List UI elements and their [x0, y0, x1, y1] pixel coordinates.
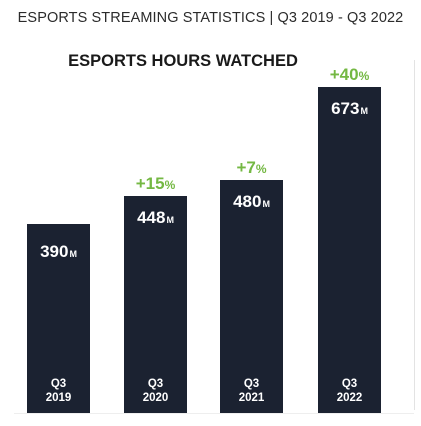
bar-2021: 480M Q3 2021	[220, 180, 283, 413]
bar-value-unit: M	[166, 215, 174, 225]
bar-value-label: 480M	[220, 192, 283, 212]
category-year: 2022	[336, 392, 363, 404]
bar-category-label: Q3 2022	[318, 377, 381, 405]
bar-2022: 673M Q3 2022	[318, 87, 381, 413]
page-title: ESPORTS STREAMING STATISTICS | Q3 2019 -…	[17, 10, 404, 26]
bar-value-number: 480	[233, 192, 262, 211]
category-quarter: Q3	[147, 378, 164, 390]
growth-percent-sign: %	[358, 69, 370, 83]
growth-number: +40	[329, 65, 359, 84]
bar-category-label: Q3 2019	[27, 377, 90, 405]
category-quarter: Q3	[341, 378, 358, 390]
growth-number: +15	[135, 174, 165, 193]
bar-2019: 390M Q3 2019	[27, 224, 90, 413]
growth-number: +7	[236, 158, 256, 177]
bar-value-label: 448M	[124, 208, 187, 228]
growth-percent-sign: %	[164, 178, 176, 192]
bar-value-number: 448	[137, 208, 166, 227]
category-quarter: Q3	[50, 378, 67, 390]
chart-title: ESPORTS HOURS WATCHED	[68, 52, 298, 70]
bar-2020: 448M Q3 2020	[124, 196, 187, 413]
category-year: 2020	[142, 392, 169, 404]
growth-label: +7%	[220, 158, 283, 178]
bar-value-unit: M	[360, 106, 368, 116]
bar-category-label: Q3 2021	[220, 377, 283, 405]
bar-value-unit: M	[69, 249, 77, 259]
category-year: 2021	[238, 392, 265, 404]
growth-label: +15%	[124, 174, 187, 194]
growth-label: +40%	[318, 65, 381, 85]
bar-value-number: 673	[331, 99, 360, 118]
bar-value-number: 390	[40, 242, 69, 261]
right-divider	[414, 60, 415, 410]
bar-value-label: 390M	[27, 242, 90, 262]
bar-value-label: 673M	[318, 99, 381, 119]
category-year: 2019	[45, 392, 72, 404]
baseline	[14, 413, 414, 414]
bar-value-unit: M	[262, 199, 270, 209]
category-quarter: Q3	[243, 378, 260, 390]
growth-percent-sign: %	[255, 162, 267, 176]
bar-category-label: Q3 2020	[124, 377, 187, 405]
